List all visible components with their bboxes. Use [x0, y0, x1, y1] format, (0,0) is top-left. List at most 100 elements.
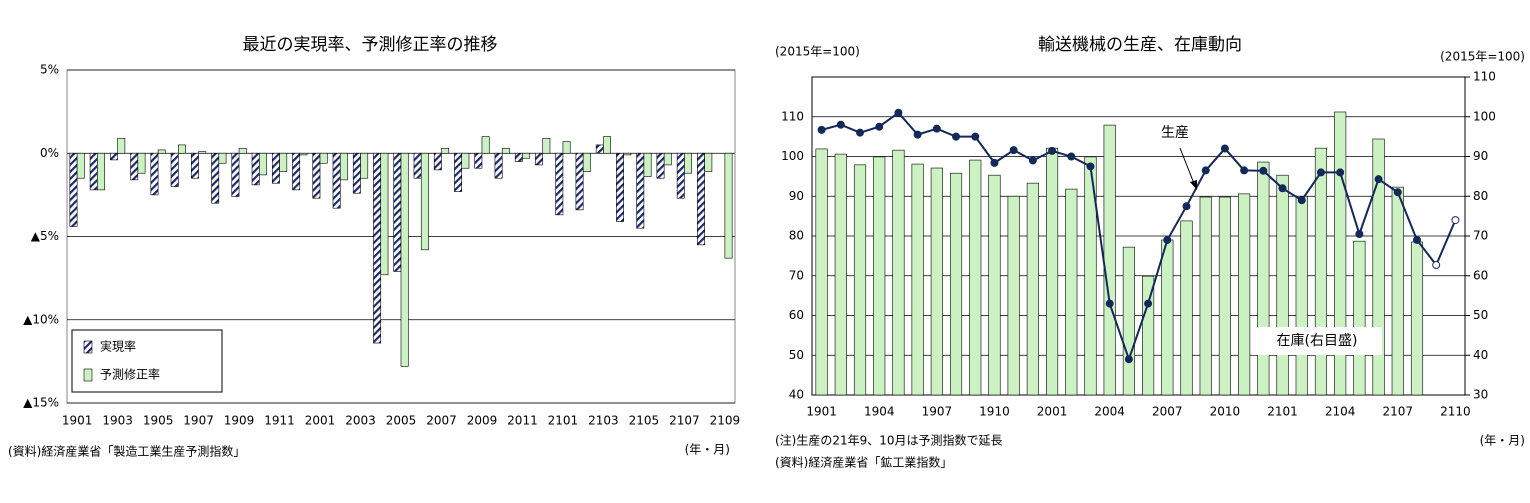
y-tick-label: 40	[789, 388, 804, 402]
bar	[271, 152, 280, 184]
point	[875, 122, 884, 131]
point	[1278, 184, 1287, 193]
x-tick-label: 2007	[426, 414, 457, 428]
bar	[1122, 246, 1135, 396]
y2-tick-label: 30	[1473, 388, 1488, 402]
bar	[1103, 124, 1116, 396]
y2-tick-label: 70	[1473, 229, 1488, 243]
bar	[873, 156, 886, 396]
bar	[1065, 188, 1078, 396]
bar	[853, 164, 867, 396]
bar	[724, 152, 733, 259]
bar	[643, 152, 652, 177]
bar	[1218, 196, 1231, 396]
point	[1067, 152, 1076, 161]
line	[821, 111, 1457, 363]
x-tick-label: 1911	[264, 414, 295, 428]
bar	[150, 152, 159, 196]
bar	[352, 152, 361, 194]
point	[1240, 166, 1249, 175]
bar	[420, 152, 429, 251]
bar	[542, 137, 551, 154]
bar	[582, 152, 591, 172]
x-tick-label: 1901	[806, 405, 837, 419]
y-tick-label: 70	[789, 268, 804, 282]
bar	[279, 152, 288, 172]
legend-box	[71, 329, 223, 393]
legend-label: 実現率	[100, 339, 136, 354]
x-tick-label: 1907	[922, 405, 953, 419]
x-tick-label: 1909	[224, 414, 255, 428]
x-tick-label: 1903	[102, 414, 133, 428]
y-tick-label: ▲15%	[23, 396, 59, 410]
x-tick-label: 2109	[710, 414, 741, 428]
y2-axis-label: (2015年=100)	[1440, 50, 1525, 64]
bar	[251, 152, 260, 186]
bar	[1142, 275, 1155, 396]
y2-tick-label: 50	[1473, 308, 1488, 322]
x-tick-label: 2004	[1094, 405, 1125, 419]
bar	[684, 152, 692, 174]
bar	[663, 152, 672, 166]
bar	[259, 152, 267, 176]
y2-tick-label: 80	[1473, 189, 1488, 203]
bar	[137, 152, 146, 174]
bar	[170, 152, 179, 187]
y-axis-label: (2015年=100)	[775, 45, 860, 59]
bar	[69, 152, 78, 227]
x-tick-label: 2107	[1383, 405, 1414, 419]
y-tick-label: 110	[781, 109, 804, 123]
bar	[623, 152, 632, 156]
bar	[319, 152, 328, 164]
x-tick-label: 2009	[467, 414, 498, 428]
bar	[474, 152, 483, 169]
legend-label: 予測修正率	[100, 367, 160, 382]
annotation-box	[1252, 327, 1382, 355]
bar	[441, 147, 450, 154]
bar	[1026, 182, 1039, 396]
y-tick-label: 100	[781, 149, 804, 163]
bar	[834, 153, 847, 396]
bar	[555, 152, 564, 216]
point	[1105, 299, 1114, 308]
bar	[1007, 195, 1020, 396]
x-tick-label: 2107	[669, 414, 700, 428]
bar	[636, 152, 645, 229]
bar	[656, 152, 665, 179]
point	[1374, 175, 1383, 184]
x-tick-label: 2103	[588, 414, 619, 428]
bar	[130, 152, 139, 181]
y2-tick-label: 90	[1473, 149, 1488, 163]
point	[952, 132, 961, 141]
y-tick-label: 80	[789, 229, 804, 243]
bar	[1084, 156, 1097, 396]
bar	[514, 152, 523, 162]
x-tick-label: 2101	[1267, 405, 1298, 419]
bar	[413, 152, 422, 179]
point	[817, 125, 826, 134]
line-annotation: 生産	[1161, 125, 1189, 141]
point	[1316, 168, 1325, 177]
bar	[89, 152, 98, 191]
y-tick-label: 90	[789, 189, 804, 203]
point	[1336, 168, 1345, 177]
x-tick-label: 2011	[507, 414, 538, 428]
bar	[969, 159, 982, 396]
bar	[1238, 193, 1251, 396]
bar	[292, 152, 301, 191]
y-tick-label: ▲10%	[23, 312, 59, 326]
x-tick-label: 1905	[143, 414, 174, 428]
point	[1201, 166, 1210, 175]
point	[1297, 196, 1306, 205]
point	[1028, 156, 1037, 165]
y-tick-label: 60	[789, 308, 804, 322]
bar	[76, 152, 85, 179]
point	[971, 132, 980, 141]
bar	[892, 149, 905, 396]
point	[1182, 202, 1191, 211]
point	[1393, 188, 1402, 197]
bar	[1046, 147, 1059, 396]
x-unit: (年・月)	[685, 443, 730, 457]
bar	[178, 144, 186, 154]
